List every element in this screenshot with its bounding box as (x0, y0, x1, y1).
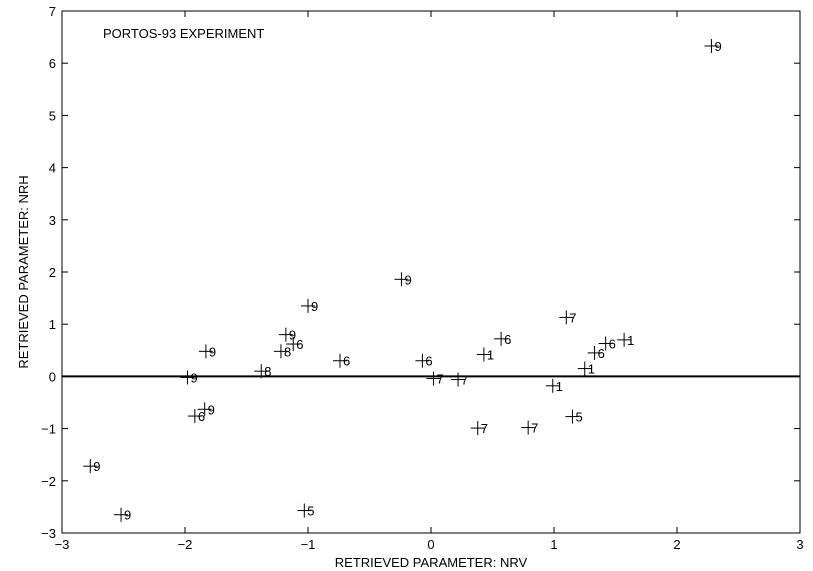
point-label: 9 (190, 370, 197, 385)
point-label: 1 (588, 362, 595, 377)
point-label: 6 (296, 337, 303, 352)
data-point: 8 (273, 344, 291, 359)
data-point: 1 (545, 378, 563, 394)
x-tick-label: −1 (301, 537, 316, 552)
y-tick-label: 6 (49, 56, 56, 71)
data-point: 7 (521, 420, 538, 436)
point-label: 6 (343, 354, 350, 369)
data-point: 5 (297, 503, 315, 519)
data-point: 9 (278, 327, 296, 343)
data-point: 7 (451, 372, 468, 388)
x-axis-title: RETRIEVED PARAMETER: NRV (335, 555, 528, 570)
y-tick-label: −1 (41, 422, 56, 437)
data-point: 9 (114, 508, 131, 523)
point-label: 7 (481, 421, 488, 436)
data-point: 5 (565, 409, 583, 425)
data-point: 9 (394, 272, 412, 287)
data-point: 7 (559, 310, 577, 325)
point-label: 6 (504, 332, 511, 347)
data-point: 7 (426, 371, 444, 386)
y-tick-label: 5 (49, 108, 56, 123)
point-label: 7 (569, 310, 576, 325)
data-point: 6 (587, 345, 605, 361)
x-tick-label: 1 (550, 537, 557, 552)
data-point: 9 (198, 344, 216, 359)
point-label: 5 (307, 504, 314, 519)
data-point: 1 (577, 361, 595, 377)
data-point: 9 (83, 459, 101, 474)
point-label: 7 (461, 373, 468, 388)
point-label: 9 (289, 328, 296, 343)
data-point: 7 (470, 421, 488, 436)
data-point: 6 (332, 353, 350, 369)
point-label: 1 (627, 333, 634, 348)
point-label: 9 (209, 344, 216, 359)
data-point: 6 (494, 331, 511, 347)
y-tick-label: −2 (41, 474, 56, 489)
point-label: 7 (531, 421, 538, 436)
point-label: 9 (311, 299, 318, 314)
point-label: 6 (425, 354, 432, 369)
x-tick-label: 2 (673, 537, 680, 552)
x-tick-label: 3 (796, 537, 803, 552)
data-point: 1 (617, 332, 634, 348)
point-label: 9 (404, 272, 411, 287)
point-label: 8 (284, 344, 291, 359)
point-label: 7 (436, 371, 443, 386)
data-point: 1 (476, 347, 494, 362)
point-label: 9 (93, 459, 100, 474)
x-tick-label: −3 (55, 537, 70, 552)
x-tick-label: −2 (178, 537, 193, 552)
data-point: 6 (286, 337, 303, 352)
point-label: 6 (609, 337, 616, 352)
point-label: 9 (124, 508, 131, 523)
data-point: 9 (704, 38, 722, 54)
data-point: 9 (180, 370, 198, 385)
y-axis-title: RETRIEVED PARAMETER: NRH (16, 175, 31, 368)
point-label: 1 (556, 379, 563, 394)
point-label: 9 (208, 402, 215, 417)
data-point: 9 (197, 402, 215, 417)
point-label: 9 (714, 39, 721, 54)
point-label: 1 (487, 347, 494, 362)
plot-frame (61, 10, 801, 534)
y-tick-label: 2 (49, 265, 56, 280)
data-point: 6 (598, 336, 616, 352)
y-tick-label: 1 (49, 317, 56, 332)
chart-title: PORTOS-93 EXPERIMENT (103, 26, 264, 41)
data-point: 6 (187, 409, 205, 424)
point-label: 6 (598, 346, 605, 361)
y-tick-label: 0 (49, 369, 56, 384)
y-tick-label: 7 (49, 4, 56, 19)
y-tick-label: 3 (49, 213, 56, 228)
x-tick-label: 0 (427, 537, 434, 552)
point-label: 8 (264, 364, 271, 379)
y-tick-label: −3 (41, 526, 56, 541)
data-point: 8 (254, 364, 271, 379)
data-point: 9 (301, 298, 318, 314)
y-tick-label: 4 (49, 161, 56, 176)
point-label: 6 (198, 409, 205, 424)
data-point: 6 (415, 353, 433, 369)
point-label: 5 (575, 410, 582, 425)
